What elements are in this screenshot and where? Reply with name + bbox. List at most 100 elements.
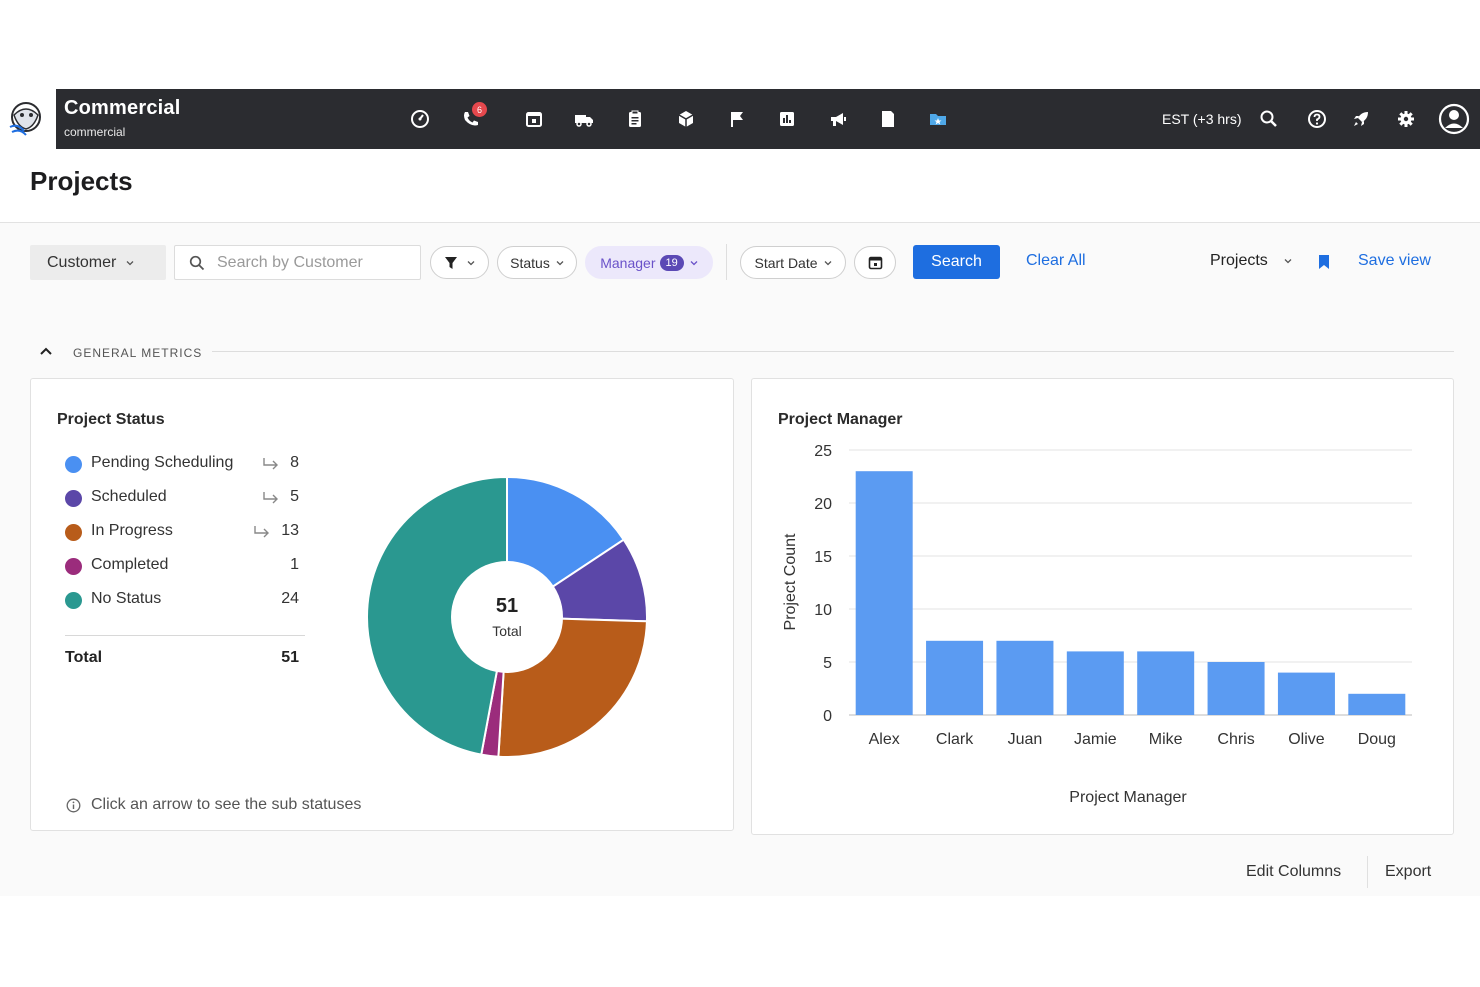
legend-value: 13 — [281, 522, 299, 539]
customer-search-input[interactable] — [217, 253, 407, 272]
bar-chris[interactable] — [1207, 662, 1265, 715]
cube-icon[interactable] — [674, 107, 698, 131]
x-tick-label: Clark — [936, 731, 974, 748]
sub-status-hint: Click an arrow to see the sub statuses — [91, 796, 362, 813]
chevron-down-icon — [1284, 259, 1292, 264]
y-tick-label: 0 — [823, 708, 832, 725]
bar-jamie[interactable] — [1066, 651, 1124, 715]
clear-all-link[interactable]: Clear All — [1026, 252, 1086, 269]
legend-label: Completed — [91, 556, 169, 573]
sub-status-arrow-icon[interactable] — [262, 490, 280, 504]
manager-bar-chart: Project Manager Alex Clark Juan Jamie Mike Ch… — [778, 411, 1412, 806]
bar-olive[interactable] — [1277, 672, 1335, 715]
funnel-icon — [445, 256, 457, 269]
app-title[interactable]: Commercial — [64, 97, 181, 119]
donut-slice-no-status[interactable] — [366, 476, 508, 756]
y-tick-label: 10 — [814, 602, 832, 619]
donut-center-value: 51 — [496, 595, 518, 617]
export-button[interactable]: Export — [1385, 863, 1432, 880]
legend-label: Scheduled — [91, 488, 167, 505]
x-tick-label: Alex — [869, 731, 900, 748]
bar-clark[interactable] — [926, 640, 984, 715]
bar-chart-icon[interactable] — [775, 107, 799, 131]
customer-dropdown-label: Customer — [47, 253, 117, 271]
x-tick-label: Juan — [1008, 731, 1043, 748]
legend-dot — [65, 456, 82, 473]
section-divider — [212, 351, 1454, 352]
y-tick-label: 20 — [814, 496, 832, 513]
total-label: Total — [65, 649, 103, 666]
clipboard-icon[interactable] — [623, 107, 647, 131]
timezone-label[interactable]: EST (+3 hrs) — [1162, 111, 1242, 127]
date-picker-button[interactable] — [854, 246, 896, 279]
top-navbar: Commercial commercial 6 EST (+3 hrs) — [56, 89, 1480, 149]
app-subtitle: commercial — [64, 125, 126, 139]
bar-mike[interactable] — [1137, 651, 1195, 715]
sub-status-arrow-icon[interactable] — [253, 524, 271, 538]
phone-icon[interactable]: 6 — [459, 102, 487, 131]
legend-divider — [65, 635, 305, 636]
footer-divider — [1367, 856, 1368, 888]
legend-item-in-progress: In Progress 13 — [65, 521, 305, 543]
filter-divider — [726, 244, 727, 280]
status-card-title: Project Status — [57, 411, 165, 428]
search-icon — [189, 255, 205, 270]
collapse-chevron-icon[interactable] — [39, 345, 53, 357]
legend-value: 24 — [281, 590, 299, 607]
start-date-pill[interactable]: Start Date — [740, 246, 846, 279]
manager-filter-pill[interactable]: Manager 19 — [585, 246, 713, 279]
view-dropdown[interactable]: Projects — [1210, 252, 1292, 270]
legend-value: 8 — [290, 454, 299, 471]
donut-center — [451, 561, 563, 673]
y-tick-label: 15 — [814, 549, 832, 566]
chevron-down-icon — [126, 260, 134, 265]
section-label: GENERAL METRICS — [73, 346, 203, 360]
page-title: Projects — [30, 166, 133, 196]
header-divider — [0, 222, 1480, 223]
filter-dropdown-button[interactable] — [430, 246, 489, 279]
gear-icon[interactable] — [1394, 107, 1418, 131]
bar-alex[interactable] — [855, 471, 913, 715]
save-view-link[interactable]: Save view — [1358, 252, 1431, 269]
user-avatar-icon[interactable] — [1438, 103, 1470, 135]
y-tick-label: 25 — [814, 443, 832, 460]
total-value: 51 — [281, 649, 299, 666]
customer-search-box[interactable] — [174, 245, 421, 280]
legend-label: No Status — [91, 590, 162, 607]
project-manager-card: Project Manager Alex Clark Juan Jamie Mike Ch… — [751, 378, 1454, 835]
calendar-icon[interactable] — [522, 107, 546, 131]
edit-columns-button[interactable]: Edit Columns — [1246, 863, 1342, 880]
megaphone-icon[interactable] — [826, 107, 850, 131]
speedometer-icon[interactable] — [408, 107, 432, 131]
legend-item-no-status: No Status 24 — [65, 589, 305, 611]
call-count-badge: 6 — [472, 102, 487, 117]
help-icon[interactable] — [1305, 107, 1329, 131]
truck-icon[interactable] — [572, 107, 596, 131]
legend-item-completed: Completed 1 — [65, 555, 305, 577]
x-tick-label: Mike — [1149, 731, 1183, 748]
rocket-icon[interactable] — [1349, 107, 1373, 131]
chevron-down-icon — [824, 260, 831, 265]
bar-doug[interactable] — [1348, 693, 1406, 715]
project-status-card: Project Status Pending Scheduling 8 Sche… — [30, 378, 734, 831]
search-button[interactable]: Search — [913, 245, 1000, 279]
status-filter-pill[interactable]: Status — [497, 246, 577, 279]
document-icon[interactable] — [876, 107, 900, 131]
flag-icon[interactable] — [725, 107, 749, 131]
bookmark-icon[interactable] — [1317, 254, 1331, 270]
x-tick-label: Jamie — [1074, 731, 1117, 748]
folder-star-icon[interactable] — [926, 107, 950, 131]
search-icon[interactable] — [1257, 107, 1281, 131]
status-donut-chart: 51 Total — [366, 476, 648, 758]
x-tick-label: Doug — [1358, 731, 1396, 748]
calendar-icon — [868, 256, 882, 270]
legend-label: In Progress — [91, 522, 173, 539]
y-axis-title: Project Count — [782, 533, 799, 630]
status-filter-label: Status — [510, 254, 550, 271]
customer-dropdown[interactable]: Customer — [30, 245, 166, 280]
x-tick-label: Olive — [1288, 731, 1325, 748]
manager-filter-label: Manager — [600, 254, 656, 271]
sub-status-arrow-icon[interactable] — [262, 456, 280, 470]
bar-juan[interactable] — [996, 640, 1054, 715]
legend-dot — [65, 592, 82, 609]
